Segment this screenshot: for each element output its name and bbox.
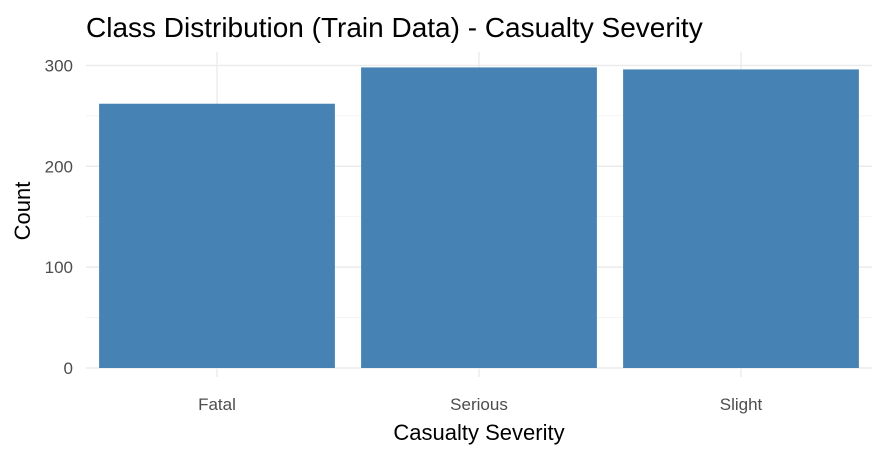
x-tick-label: Slight — [720, 395, 763, 414]
y-tick-label: 300 — [45, 56, 73, 75]
bar-slight — [623, 69, 859, 368]
x-tick-label: Serious — [450, 395, 508, 414]
x-axis-title: Casualty Severity — [393, 420, 564, 445]
bars — [99, 67, 859, 369]
x-axis-ticks: Fatal Serious Slight — [198, 395, 762, 414]
x-tick-label: Fatal — [198, 395, 236, 414]
bar-serious — [361, 67, 597, 368]
y-tick-label: 100 — [45, 258, 73, 277]
y-tick-label: 0 — [64, 359, 73, 378]
y-axis-title: Count — [10, 182, 35, 241]
chart-title: Class Distribution (Train Data) - Casual… — [86, 12, 703, 43]
bar-fatal — [99, 103, 335, 369]
y-axis-ticks: 0 100 200 300 — [45, 56, 73, 378]
y-tick-label: 200 — [45, 157, 73, 176]
